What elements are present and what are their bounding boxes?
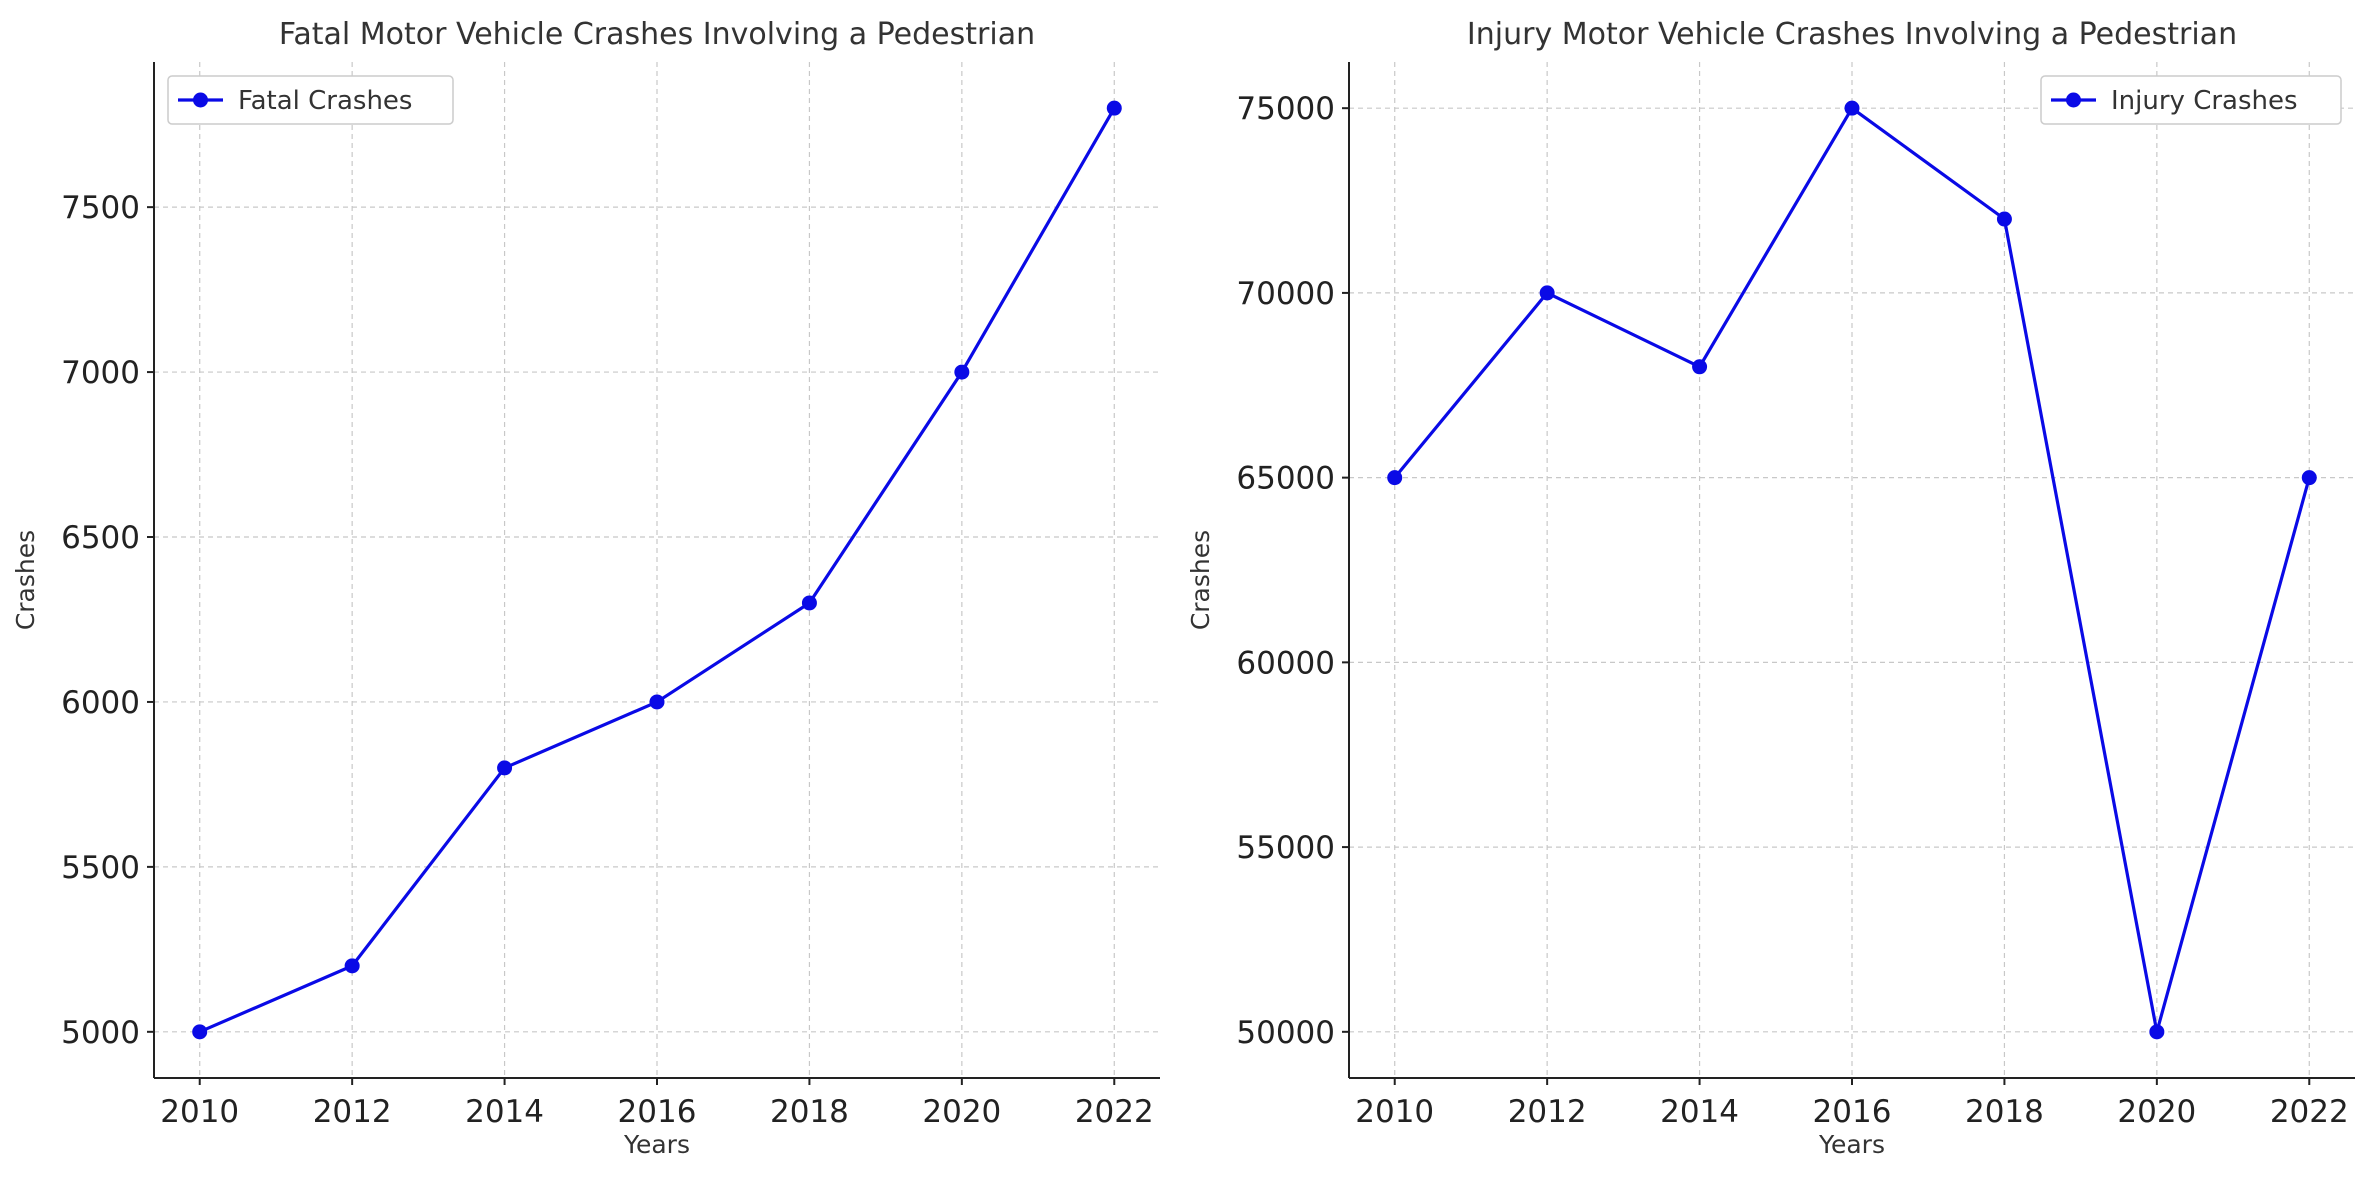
legend: Injury Crashes	[2040, 75, 2342, 125]
legend-label: Injury Crashes	[2111, 86, 2298, 116]
chart-panel-2: 2010 2012 2014 2016 2018 2020 2022 50000 55000 60…	[1186, 17, 2355, 1159]
data-point	[192, 1024, 208, 1040]
y-tick-label: 7000	[61, 355, 140, 391]
y-tick-label: 75000	[1236, 91, 1335, 127]
legend-box	[2040, 75, 2342, 125]
legend-box	[167, 75, 454, 125]
data-point	[344, 958, 360, 974]
x-tick-label: 2018	[1965, 1094, 2044, 1130]
x-tick-label: 2012	[1508, 1094, 1587, 1130]
data-point	[649, 694, 665, 710]
data-point	[1692, 359, 1708, 375]
y-tick-label: 6500	[61, 520, 140, 556]
y-tick-label: 6000	[61, 685, 140, 721]
y-tick-label: 5500	[61, 850, 140, 886]
y-axis-label: Crashes	[11, 530, 40, 630]
x-tick-label: 2010	[1355, 1094, 1434, 1130]
legend-label: Fatal Crashes	[238, 86, 412, 116]
chart-title: Injury Motor Vehicle Crashes Involving a…	[1467, 17, 2237, 52]
y-tick-label: 60000	[1236, 645, 1335, 681]
x-tick-label: 2020	[922, 1094, 1001, 1130]
data-point	[1996, 211, 2012, 227]
x-tick-label: 2010	[160, 1094, 239, 1130]
y-axis-label: Crashes	[1186, 530, 1215, 630]
y-tick-label: 7500	[61, 190, 140, 226]
data-point	[497, 760, 513, 776]
data-point	[2301, 470, 2317, 486]
x-tick-label: 2016	[618, 1094, 697, 1130]
data-point	[1539, 285, 1555, 301]
data-point	[1387, 470, 1403, 486]
data-point	[1844, 100, 1860, 116]
y-tick-label: 5000	[61, 1015, 140, 1051]
legend-marker-swatch	[2066, 92, 2081, 108]
y-tick-label: 50000	[1236, 1015, 1335, 1051]
data-point	[954, 364, 970, 380]
data-point	[2149, 1024, 2165, 1040]
legend-marker-swatch	[193, 92, 208, 108]
y-tick-label: 70000	[1236, 276, 1335, 312]
x-tick-label: 2022	[2270, 1094, 2349, 1130]
x-axis-label: Years	[1818, 1130, 1885, 1159]
data-point	[1106, 100, 1122, 116]
x-axis-label: Years	[623, 1130, 690, 1159]
legend: Fatal Crashes	[167, 75, 454, 125]
chart-title: Fatal Motor Vehicle Crashes Involving a …	[279, 17, 1035, 52]
y-tick-label: 65000	[1236, 461, 1335, 497]
x-tick-label: 2022	[1075, 1094, 1154, 1130]
x-tick-label: 2020	[2117, 1094, 2196, 1130]
y-tick-label: 55000	[1236, 830, 1335, 866]
data-point	[801, 595, 817, 611]
x-tick-label: 2018	[770, 1094, 849, 1130]
x-tick-label: 2014	[465, 1094, 544, 1130]
x-tick-label: 2016	[1813, 1094, 1892, 1130]
x-tick-label: 2012	[313, 1094, 392, 1130]
chart-panel-1: 2010 2012 2014 2016 2018 2020 2022 5000 5500 6000…	[11, 17, 1160, 1159]
x-tick-label: 2014	[1660, 1094, 1739, 1130]
